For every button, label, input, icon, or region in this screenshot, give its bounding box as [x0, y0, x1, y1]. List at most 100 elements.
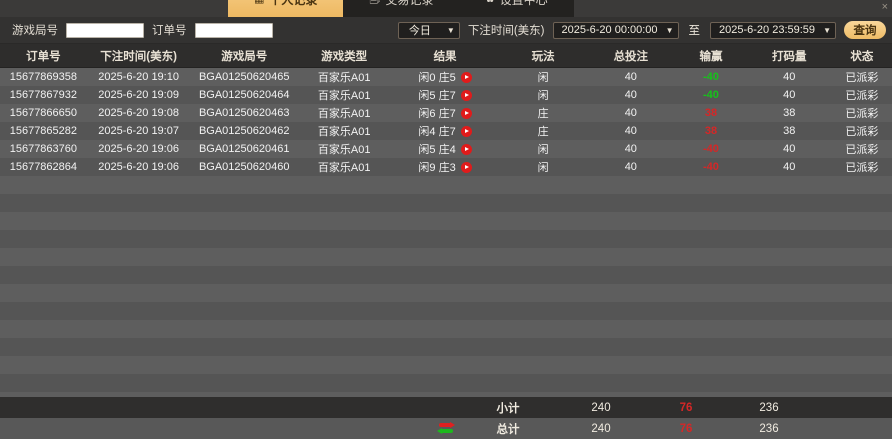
- cell-order-no: 15677869358: [9, 71, 78, 83]
- cell-play-type: 闲: [537, 90, 549, 102]
- cell-play-type: 闲: [537, 72, 549, 84]
- order-no-input[interactable]: [194, 22, 273, 38]
- totals-footer: 小计 240 76 236 总计 240 76 236: [0, 397, 892, 439]
- column-header-play-type[interactable]: 玩法: [531, 50, 555, 63]
- result-text: 闲0 庄5: [418, 72, 456, 84]
- table-row[interactable]: 15677865282 2025-6-20 19:07 BGA01250620462…: [0, 122, 892, 140]
- cell-result: 闲6 庄7: [390, 105, 499, 121]
- cell-order-no: 15677867932: [9, 89, 78, 101]
- cell-result: 闲5 庄4: [390, 141, 499, 157]
- result-text: 闲6 庄7: [418, 108, 456, 120]
- cell-order-no: 15677866650: [9, 107, 78, 119]
- cell-turnover: 38: [783, 125, 796, 137]
- grid-icon: ▦: [254, 0, 264, 5]
- column-header-turnover[interactable]: 打码量: [771, 50, 807, 63]
- column-header-profit[interactable]: 输赢: [699, 50, 723, 63]
- cell-status: 已派彩: [845, 72, 879, 84]
- tab-transactions[interactable]: 🗐 交易记录: [343, 0, 460, 17]
- cell-game-type: 百家乐A01: [317, 72, 371, 84]
- cell-profit: 38: [704, 125, 718, 137]
- document-icon: 🗐: [369, 0, 380, 5]
- table-header-row: 订单号 下注时间(美东) 游戏局号 游戏类型 结果 玩法 总投注 输赢 打码量 状态: [0, 44, 892, 68]
- empty-row: [0, 320, 892, 338]
- cell-bet-time: 2025-6-20 19:10: [98, 71, 179, 83]
- play-video-icon[interactable]: [460, 89, 472, 101]
- cell-result: 闲5 庄7: [390, 87, 499, 103]
- cell-round-no: BGA01250620462: [198, 125, 290, 137]
- empty-row: [0, 356, 892, 374]
- tab-label: 个人记录: [269, 0, 317, 8]
- cell-order-no: 15677865282: [9, 125, 78, 137]
- grandtotal-row: 总计 240 76 236: [0, 418, 892, 439]
- table-row[interactable]: 15677863760 2025-6-20 19:06 BGA01250620461…: [0, 140, 892, 158]
- subtotal-total-bet: 240: [591, 401, 611, 414]
- cell-play-type: 庄: [537, 108, 549, 120]
- start-time-select[interactable]: 2025-6-20 00:00:00 ▼: [552, 21, 679, 39]
- grandtotal-profit: 76: [679, 422, 693, 435]
- cell-result: 闲4 庄7: [390, 123, 499, 139]
- play-video-icon[interactable]: [460, 107, 472, 119]
- cell-bet-time: 2025-6-20 19:08: [98, 107, 179, 119]
- table-body[interactable]: 15677869358 2025-6-20 19:10 BGA01250620465…: [0, 68, 892, 397]
- cell-turnover: 38: [783, 107, 796, 119]
- cell-status: 已派彩: [845, 162, 879, 174]
- play-video-icon[interactable]: [460, 161, 472, 173]
- end-time-value: 2025-6-20 23:59:59: [719, 24, 816, 36]
- subtotal-profit: 76: [679, 401, 693, 414]
- grandtotal-label: 总计: [496, 423, 520, 436]
- play-video-icon[interactable]: [460, 71, 472, 83]
- column-header-bet-time[interactable]: 下注时间(美东): [100, 50, 177, 63]
- table-row[interactable]: 15677869358 2025-6-20 19:10 BGA01250620465…: [0, 68, 892, 86]
- cell-game-type: 百家乐A01: [317, 126, 371, 138]
- tab-list: ▦ 个人记录 🗐 交易记录 ✿ 设置中心: [228, 0, 574, 17]
- empty-row: [0, 194, 892, 212]
- quick-range-select[interactable]: 今日 ▼: [397, 21, 460, 39]
- start-time-value: 2025-6-20 00:00:00: [561, 24, 658, 36]
- empty-row: [0, 212, 892, 230]
- cell-bet-time: 2025-6-20 19:07: [98, 125, 179, 137]
- column-header-game-type[interactable]: 游戏类型: [321, 50, 368, 63]
- empty-row: [0, 248, 892, 266]
- cell-play-type: 庄: [537, 126, 549, 138]
- range-separator-label: 至: [688, 25, 701, 37]
- cell-game-type: 百家乐A01: [317, 90, 371, 102]
- empty-row: [0, 392, 892, 397]
- cell-total-bet: 40: [624, 143, 637, 155]
- column-header-order-no[interactable]: 订单号: [26, 50, 61, 63]
- empty-row: [0, 284, 892, 302]
- tab-game-records[interactable]: ▦ 个人记录: [228, 0, 344, 17]
- subtotal-label: 小计: [496, 402, 520, 415]
- column-header-total-bet[interactable]: 总投注: [613, 50, 649, 63]
- play-video-icon[interactable]: [460, 143, 472, 155]
- column-header-result[interactable]: 结果: [433, 50, 457, 63]
- grandtotal-total-bet: 240: [591, 422, 611, 435]
- column-header-round-no[interactable]: 游戏局号: [221, 50, 268, 63]
- empty-row: [0, 302, 892, 320]
- play-video-icon[interactable]: [460, 125, 472, 137]
- chevron-down-icon: ▼: [665, 25, 674, 35]
- cell-round-no: BGA01250620460: [198, 161, 290, 173]
- empty-row: [0, 176, 892, 194]
- order-no-label: 订单号: [152, 25, 187, 37]
- cell-bet-time: 2025-6-20 19:06: [98, 143, 179, 155]
- query-button[interactable]: 查询: [844, 21, 886, 39]
- cell-profit: -40: [703, 161, 719, 173]
- end-time-select[interactable]: 2025-6-20 23:59:59 ▼: [710, 21, 836, 39]
- table-row[interactable]: 15677862864 2025-6-20 19:06 BGA01250620460…: [0, 158, 892, 176]
- filter-bar: 游戏局号 订单号 今日 ▼ 下注时间(美东) 2025-6-20 00:00:0…: [0, 17, 892, 44]
- cell-game-type: 百家乐A01: [317, 144, 371, 156]
- column-header-status[interactable]: 状态: [850, 50, 874, 63]
- table-row[interactable]: 15677867932 2025-6-20 19:09 BGA01250620464…: [0, 86, 892, 104]
- tab-settings[interactable]: ✿ 设置中心: [459, 0, 574, 17]
- chevron-down-icon: ▼: [823, 25, 831, 35]
- game-round-input[interactable]: [66, 22, 144, 38]
- table-row[interactable]: 15677866650 2025-6-20 19:08 BGA01250620463…: [0, 104, 892, 122]
- grandtotal-lead: [0, 421, 462, 435]
- result-text: 闲9 庄3: [418, 162, 456, 174]
- cell-turnover: 40: [783, 71, 796, 83]
- close-icon[interactable]: ×: [881, 1, 888, 13]
- swap-arrows-icon: [437, 421, 455, 435]
- grandtotal-turnover: 236: [759, 422, 779, 435]
- cell-play-type: 闲: [537, 162, 549, 174]
- tab-strip: ▦ 个人记录 🗐 交易记录 ✿ 设置中心 ×: [0, 0, 892, 17]
